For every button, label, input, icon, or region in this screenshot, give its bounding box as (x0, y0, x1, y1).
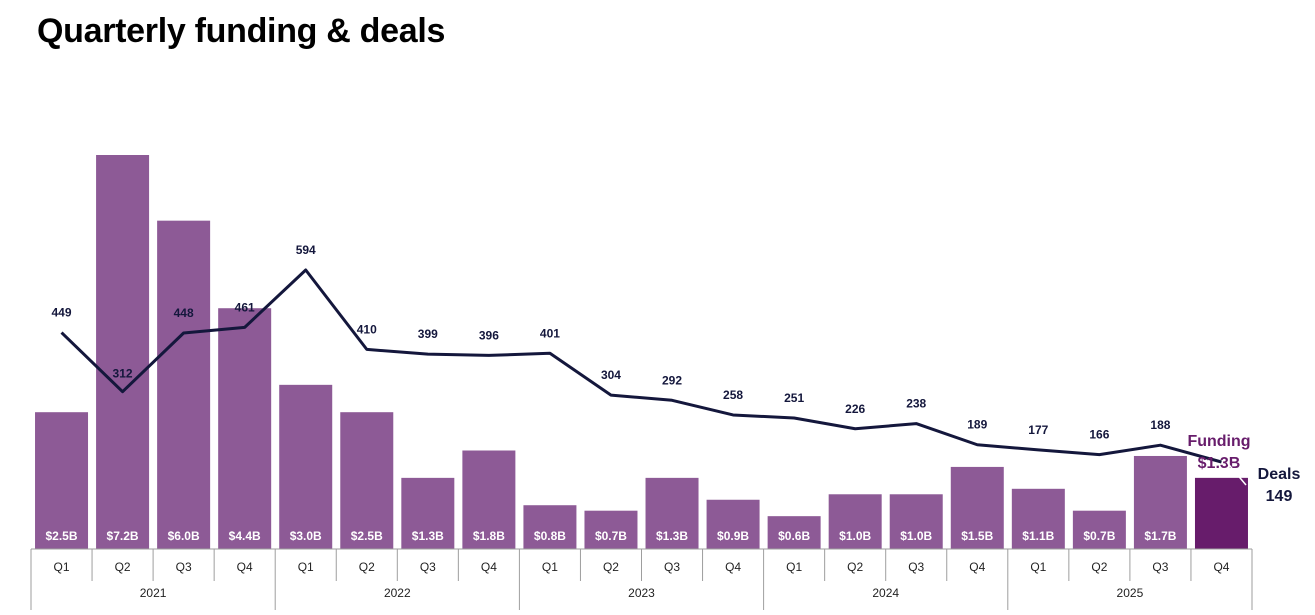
funding-bar-label: $1.8B (473, 529, 505, 543)
quarter-tick-label: Q1 (1030, 560, 1046, 574)
deals-data-labels: 449 312 448 461 594 410 399 396 401 304 292 258 251 2… (52, 243, 1171, 442)
funding-bar (950, 466, 1004, 549)
deals-data-label: 258 (723, 388, 743, 402)
deals-data-label: 401 (540, 326, 560, 340)
quarter-tick-label: Q3 (420, 560, 436, 574)
series-callouts: Funding $1.3B Deals 149 (1187, 433, 1300, 505)
deals-data-label: 177 (1028, 423, 1048, 437)
year-tick-label: 2024 (872, 586, 899, 600)
funding-bar-label: $0.7B (1083, 529, 1115, 543)
funding-bar (340, 412, 394, 549)
funding-callout-name: Funding (1187, 433, 1250, 450)
funding-bar-label: $1.7B (1144, 529, 1176, 543)
quarter-tick-label: Q2 (847, 560, 863, 574)
quarter-tick-label: Q4 (1213, 560, 1229, 574)
funding-bar (35, 412, 89, 549)
deals-data-label: 410 (357, 322, 377, 336)
funding-bar (1011, 488, 1065, 549)
funding-bar (96, 155, 150, 549)
quarter-tick-label: Q3 (176, 560, 192, 574)
deals-data-label: 449 (52, 306, 72, 320)
funding-bar-label: $7.2B (107, 529, 139, 543)
deals-data-label: 189 (967, 418, 987, 432)
funding-bar (706, 499, 760, 549)
deals-callout-leader (1226, 462, 1247, 486)
funding-bar (584, 510, 638, 549)
deals-data-label: 251 (784, 391, 804, 405)
funding-bar (401, 477, 455, 549)
year-tick-label: 2021 (140, 586, 167, 600)
funding-bar (523, 505, 577, 549)
funding-bar (767, 516, 821, 549)
quarter-tick-label: Q2 (359, 560, 375, 574)
deals-data-label: 448 (174, 306, 194, 320)
quarter-tick-label: Q1 (786, 560, 802, 574)
funding-bar (462, 450, 516, 549)
quarter-tick-label: Q3 (908, 560, 924, 574)
quarter-tick-label: Q1 (298, 560, 314, 574)
year-tick-label: 2023 (628, 586, 655, 600)
deals-data-label: 594 (296, 243, 316, 257)
deals-data-label: 312 (113, 367, 133, 381)
quarter-tick-label: Q3 (664, 560, 680, 574)
deals-data-label: 461 (235, 300, 255, 314)
quarter-tick-label: Q4 (725, 560, 741, 574)
page-title: Quarterly funding & deals (37, 12, 446, 50)
quarter-tick-label: Q1 (542, 560, 558, 574)
funding-bar-label: $0.6B (778, 529, 810, 543)
funding-bars (35, 155, 1248, 549)
year-tick-label: 2025 (1117, 586, 1144, 600)
funding-bar (889, 494, 943, 549)
deals-line-series (60, 268, 1222, 464)
quarter-tick-label: Q2 (603, 560, 619, 574)
funding-bar-label: $1.3B (412, 529, 444, 543)
deals-data-label: 304 (601, 368, 621, 382)
funding-bar-label: $3.0B (290, 529, 322, 543)
funding-bar (1194, 477, 1248, 549)
quarter-tick-label: Q2 (115, 560, 131, 574)
funding-bar (645, 477, 699, 549)
funding-bar-label: $0.9B (717, 529, 749, 543)
year-tick-label: 2022 (384, 586, 411, 600)
deals-line (60, 268, 1222, 464)
funding-bar-label: $0.8B (534, 529, 566, 543)
quarter-tick-label: Q3 (1152, 560, 1168, 574)
quarter-tick-label: Q4 (237, 560, 253, 574)
deals-callout-name: Deals (1258, 466, 1301, 483)
funding-bar (828, 494, 882, 549)
funding-bar-label: $1.5B (961, 529, 993, 543)
funding-bar-label: $1.0B (900, 529, 932, 543)
funding-bar-label: $2.5B (351, 529, 383, 543)
quarter-tick-label: Q1 (54, 560, 70, 574)
x-axis: Q1 Q2 Q3 Q4 Q1 Q2 Q3 Q4 Q1 Q2 Q3 Q4 Q1 Q2 Q3 Q4 Q1 Q2 Q3 Q4… (30, 548, 1253, 610)
funding-bar-label: $0.7B (595, 529, 627, 543)
funding-bar (279, 384, 333, 549)
deals-data-label: 188 (1150, 418, 1170, 432)
funding-bar-labels: $2.5B $7.2B $6.0B $4.4B $3.0B $2.5B $1.3B $1.8B… (46, 529, 1177, 543)
funding-bar-label: $2.5B (46, 529, 78, 543)
quarter-tick-label: Q2 (1091, 560, 1107, 574)
deals-data-label: 226 (845, 402, 865, 416)
funding-bar-label: $4.4B (229, 529, 261, 543)
deals-data-label: 396 (479, 328, 499, 342)
deals-data-label: 399 (418, 327, 438, 341)
funding-bar-label: $1.1B (1022, 529, 1054, 543)
funding-bar (157, 220, 211, 549)
deals-data-label: 166 (1089, 428, 1109, 442)
quarter-tick-label: Q4 (969, 560, 985, 574)
deals-callout-value: 149 (1266, 488, 1293, 505)
funding-bar (1072, 510, 1126, 549)
funding-bar-label: $6.0B (168, 529, 200, 543)
funding-bar (218, 308, 272, 549)
deals-data-label: 238 (906, 397, 926, 411)
quarter-tick-label: Q4 (481, 560, 497, 574)
funding-bar (1133, 455, 1187, 549)
funding-bar-label: $1.3B (656, 529, 688, 543)
funding-callout-value: $1.3B (1198, 455, 1241, 472)
funding-bar-label: $1.0B (839, 529, 871, 543)
deals-data-label: 292 (662, 373, 682, 387)
